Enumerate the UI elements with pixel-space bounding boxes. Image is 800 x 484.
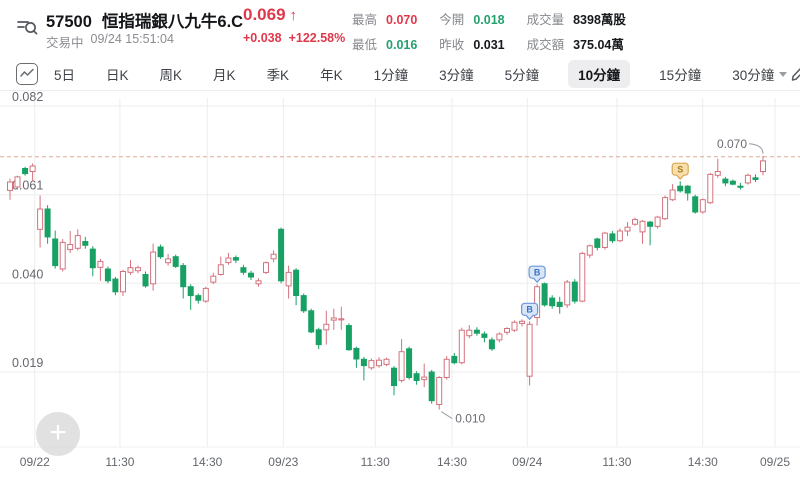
stat-value: 8398萬股: [573, 13, 626, 27]
stat-value: 0.031: [473, 38, 505, 52]
stock-name: 恒指瑞銀八九牛6.C: [101, 13, 244, 31]
svg-text:B: B: [526, 305, 533, 315]
price-change-percent: +122.58%: [288, 31, 346, 45]
y-axis-label: 0.019: [12, 356, 43, 370]
tab-interval-3[interactable]: 周K: [159, 68, 183, 83]
x-axis-label: 14:30: [688, 455, 718, 469]
chart-style-icon[interactable]: [16, 63, 38, 85]
tab-interval-2[interactable]: 日K: [106, 68, 129, 83]
high-price-annotation: 0.070: [717, 137, 747, 151]
stat-label: 成交量: [526, 13, 565, 27]
stat-value: 375.04萬: [573, 38, 624, 52]
x-axis-label: 11:30: [361, 455, 390, 469]
y-axis-label: 0.040: [12, 267, 43, 281]
x-axis-label: 14:30: [192, 455, 222, 469]
tab-interval-6[interactable]: 年K: [320, 68, 343, 83]
trade-marker-s[interactable]: S: [671, 162, 689, 180]
trade-marker-b[interactable]: B: [528, 265, 546, 283]
stat-value: 0.018: [473, 13, 505, 27]
tab-interval-10[interactable]: 10分鐘: [568, 60, 631, 88]
stat-2: 今開 0.018: [439, 9, 504, 28]
zoom-in-button[interactable]: [36, 409, 80, 456]
y-axis-label: 0.082: [12, 92, 43, 104]
stat-value: 0.016: [386, 38, 418, 52]
x-axis-label: 09/23: [268, 455, 298, 469]
search-icon[interactable]: [14, 14, 40, 40]
stat-label: 最低: [352, 38, 378, 52]
x-axis-label: 11:30: [602, 455, 631, 469]
tab-interval-1[interactable]: 5日: [54, 68, 76, 83]
quote-datetime: 09/24 15:51:04: [90, 32, 174, 46]
x-axis-label: 14:30: [437, 455, 467, 469]
x-axis-label: 09/24: [512, 455, 542, 469]
svg-text:S: S: [677, 164, 683, 174]
draw-pencil-icon[interactable]: [789, 61, 800, 88]
trading-status: 交易中: [46, 36, 84, 50]
stat-3: 成交量 8398萬股: [527, 9, 626, 28]
up-arrow-icon: ↑: [289, 6, 298, 24]
svg-text:B: B: [534, 267, 541, 277]
candlestick-chart-area[interactable]: 0.082 0.061 0.040 0.019 0.010 0.070 B B S 09/22 11…: [0, 90, 800, 484]
x-axis-label: 09/25: [760, 455, 790, 469]
trade-marker-b[interactable]: B: [520, 302, 539, 320]
tab-interval-7[interactable]: 1分鐘: [373, 68, 409, 83]
stat-1: 最高 0.070: [352, 9, 417, 28]
x-axis-label: 09/22: [20, 455, 50, 469]
interval-tabs: 5日 日K 周K 月K 季K 年K 1分鐘 3分鐘 5分鐘 10分鐘 15分鐘 30分鐘: [52, 60, 789, 88]
price-change: +0.038: [243, 31, 282, 45]
last-price: 0.069: [243, 5, 286, 24]
tab-interval-8[interactable]: 3分鐘: [439, 68, 474, 83]
quote-header: 57500 恒指瑞銀八九牛6.C 交易中 09/24 15:51:04 0.06…: [0, 0, 800, 58]
stat-label: 最高: [352, 13, 378, 27]
low-price-annotation: 0.010: [455, 412, 485, 426]
tab-interval-9[interactable]: 5分鐘: [504, 68, 540, 83]
stat-6: 成交額 375.04萬: [527, 34, 626, 53]
chevron-down-icon: [779, 71, 788, 77]
tab-interval-12[interactable]: 30分鐘: [730, 60, 789, 88]
stat-label: 昨收: [439, 38, 465, 52]
stat-4: 最低 0.016: [352, 34, 417, 53]
stat-5: 昨收 0.031: [439, 34, 504, 53]
stock-code: 57500: [46, 13, 92, 31]
quote-stats: 最高 0.070 今開 0.018 成交量 8398萬股最低 0.016 昨收 0.031 成交額…: [352, 9, 626, 53]
tab-interval-5[interactable]: 季K: [266, 68, 290, 83]
tab-interval-4[interactable]: 月K: [213, 68, 236, 83]
tab-interval-11[interactable]: 15分鐘: [659, 68, 702, 83]
stat-label: 今開: [439, 13, 465, 27]
candles[interactable]: [7, 155, 766, 410]
stat-value: 0.070: [386, 13, 418, 27]
interval-tab-bar: 5日 日K 周K 月K 季K 年K 1分鐘 3分鐘 5分鐘 10分鐘 15分鐘 30分鐘: [0, 58, 800, 91]
stat-label: 成交額: [526, 38, 565, 52]
x-axis-label: 11:30: [105, 455, 134, 469]
